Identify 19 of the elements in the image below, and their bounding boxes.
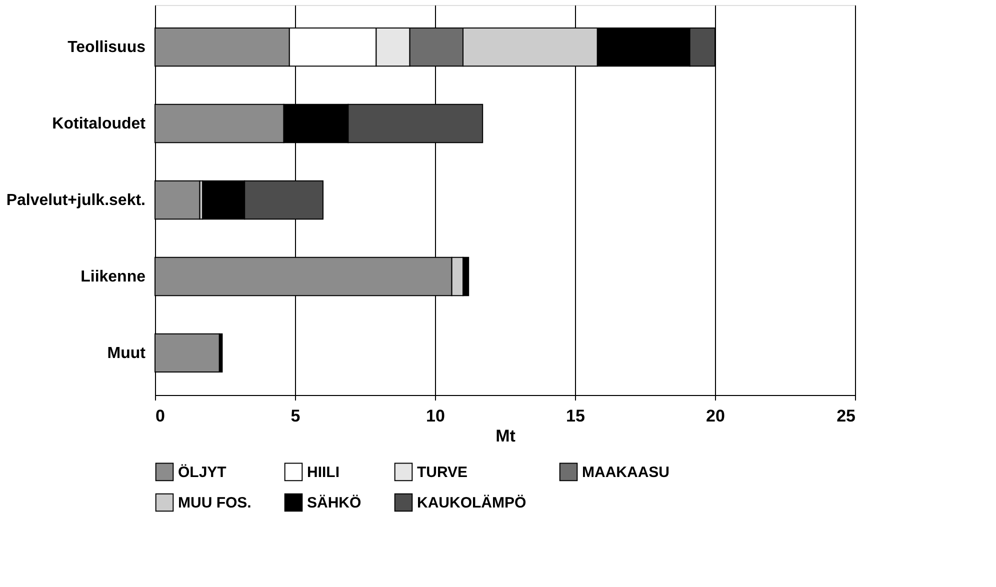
y-tick-label: Palvelut+julk.sekt. [6,192,146,209]
y-tick-label: Muut [107,344,146,362]
legend-label: KAUKOLÄMPÖ [417,494,526,512]
y-tick-label: Liikenne [80,268,146,286]
x-tick-label: 5 [290,406,300,426]
x-axis-title: Mt [496,426,516,446]
x-tick-label: 0 [156,406,165,426]
legend-label: ÖLJYT [178,464,226,481]
x-tick-label: 20 [706,406,725,426]
x-tick-label: 25 [836,406,856,426]
y-tick-label: Kotitaloudet [52,116,146,133]
legend-label: MAAKAASU [582,464,670,481]
x-tick-label: 10 [426,406,445,426]
legend-label: TURVE [417,464,468,481]
legend-label: HIILI [307,464,340,481]
legend-label: SÄHKÖ [307,494,362,512]
legend-label: MUU FOS. [178,494,252,512]
x-tick-label: 15 [566,406,585,426]
y-tick-label: Teollisuus [68,39,146,56]
